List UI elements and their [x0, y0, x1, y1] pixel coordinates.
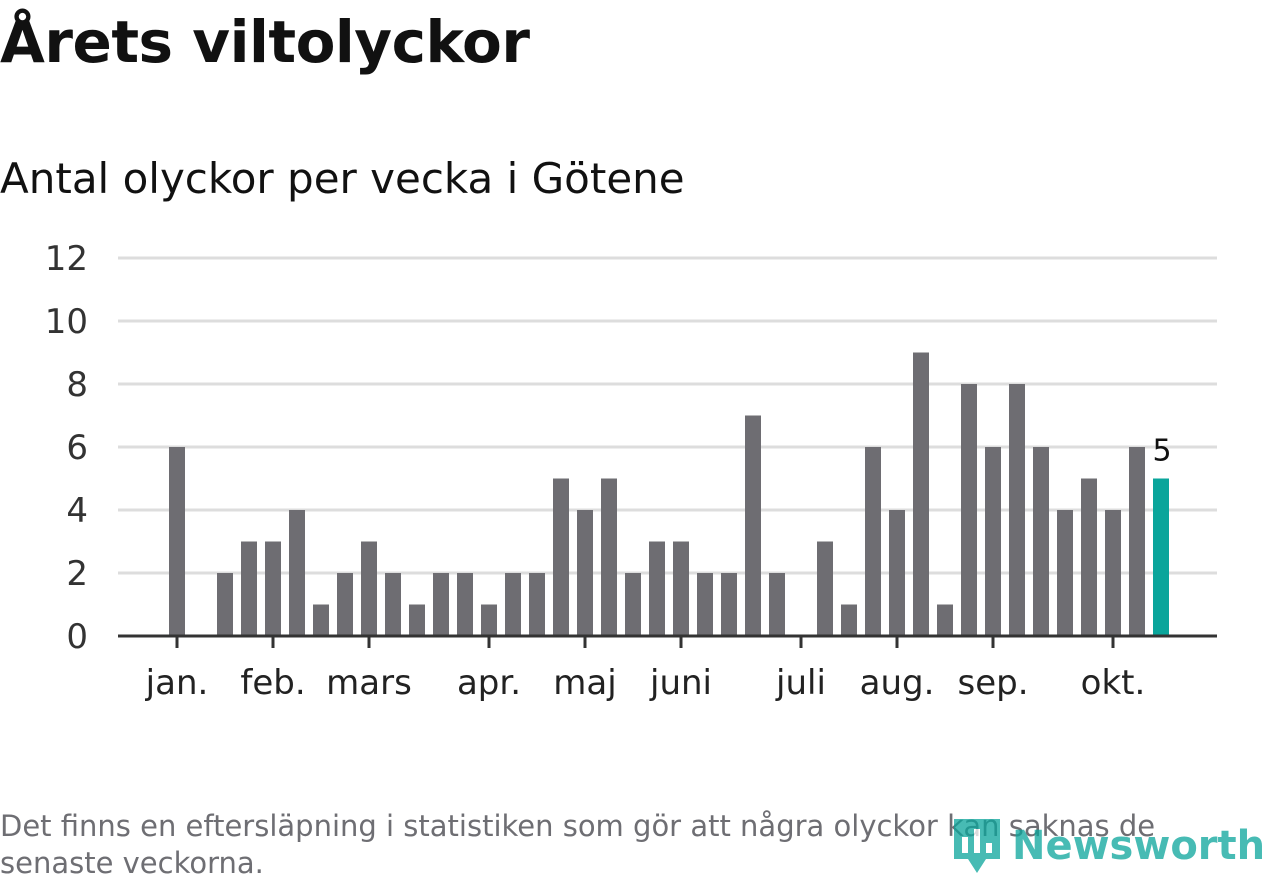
x-tick-label: maj: [553, 663, 616, 703]
bar: [841, 604, 857, 636]
y-tick-label: 8: [66, 365, 88, 405]
chart-title: Årets viltolyckor: [0, 8, 530, 76]
newsworthy-logo-icon: [954, 819, 1000, 873]
x-tick-label: okt.: [1081, 663, 1146, 703]
bar: [361, 541, 377, 636]
bar: [1057, 510, 1073, 636]
bar: [217, 573, 233, 636]
bar: [505, 573, 521, 636]
bar: [721, 573, 737, 636]
bar: [913, 352, 929, 636]
bar: [1105, 510, 1121, 636]
bar: [1129, 447, 1145, 636]
x-tick-label: juni: [649, 663, 712, 703]
bars: [169, 352, 1169, 636]
bar: [817, 541, 833, 636]
bar: [553, 478, 569, 636]
bar: [649, 541, 665, 636]
bar: [313, 604, 329, 636]
bar-chart: 0 2 4 6 8 10 12 jan. feb. mars apr. maj juni juli aug…: [45, 239, 1217, 703]
bar: [937, 604, 953, 636]
bar: [289, 510, 305, 636]
x-tick-label: feb.: [240, 663, 305, 703]
bar: [1009, 384, 1025, 636]
data-labels: 5: [1152, 434, 1171, 469]
bar: [673, 541, 689, 636]
x-axis-ticks: jan. feb. mars apr. maj juni juli aug. sep. okt.: [145, 636, 1146, 703]
y-axis-ticks: 0 2 4 6 8 10 12: [45, 239, 88, 657]
bar: [409, 604, 425, 636]
x-tick-label: aug.: [860, 663, 935, 703]
bar: [601, 478, 617, 636]
bar: [457, 573, 473, 636]
y-tick-label: 12: [45, 239, 88, 279]
x-tick-label: mars: [326, 663, 412, 703]
y-tick-label: 4: [66, 491, 88, 531]
x-tick-label: juli: [775, 663, 826, 703]
bar: [865, 447, 881, 636]
bar: [529, 573, 545, 636]
brand-logo: Newsworthy: [950, 814, 1262, 878]
y-tick-label: 6: [66, 428, 88, 468]
y-tick-label: 2: [66, 554, 88, 594]
bar: [697, 573, 713, 636]
bar: [1033, 447, 1049, 636]
bar: [169, 447, 185, 636]
bar: [241, 541, 257, 636]
highlight-data-label: 5: [1152, 434, 1171, 469]
y-tick-label: 0: [66, 617, 88, 657]
brand-name: Newsworthy: [1012, 823, 1262, 869]
bar: [625, 573, 641, 636]
chart-subtitle: Antal olyckor per vecka i Götene: [0, 154, 685, 203]
bar: [889, 510, 905, 636]
bar: [337, 573, 353, 636]
y-tick-label: 10: [45, 302, 88, 342]
bar: [265, 541, 281, 636]
bar: [745, 415, 761, 636]
bar: [769, 573, 785, 636]
bar: [985, 447, 1001, 636]
bar: [1081, 478, 1097, 636]
x-tick-label: apr.: [457, 663, 521, 703]
bar: [961, 384, 977, 636]
gridlines: [118, 256, 1217, 575]
x-tick-label: jan.: [145, 663, 209, 703]
x-tick-label: sep.: [957, 663, 1028, 703]
bar-highlight: [1153, 478, 1169, 636]
bar: [433, 573, 449, 636]
bar: [577, 510, 593, 636]
bar: [385, 573, 401, 636]
bar: [481, 604, 497, 636]
